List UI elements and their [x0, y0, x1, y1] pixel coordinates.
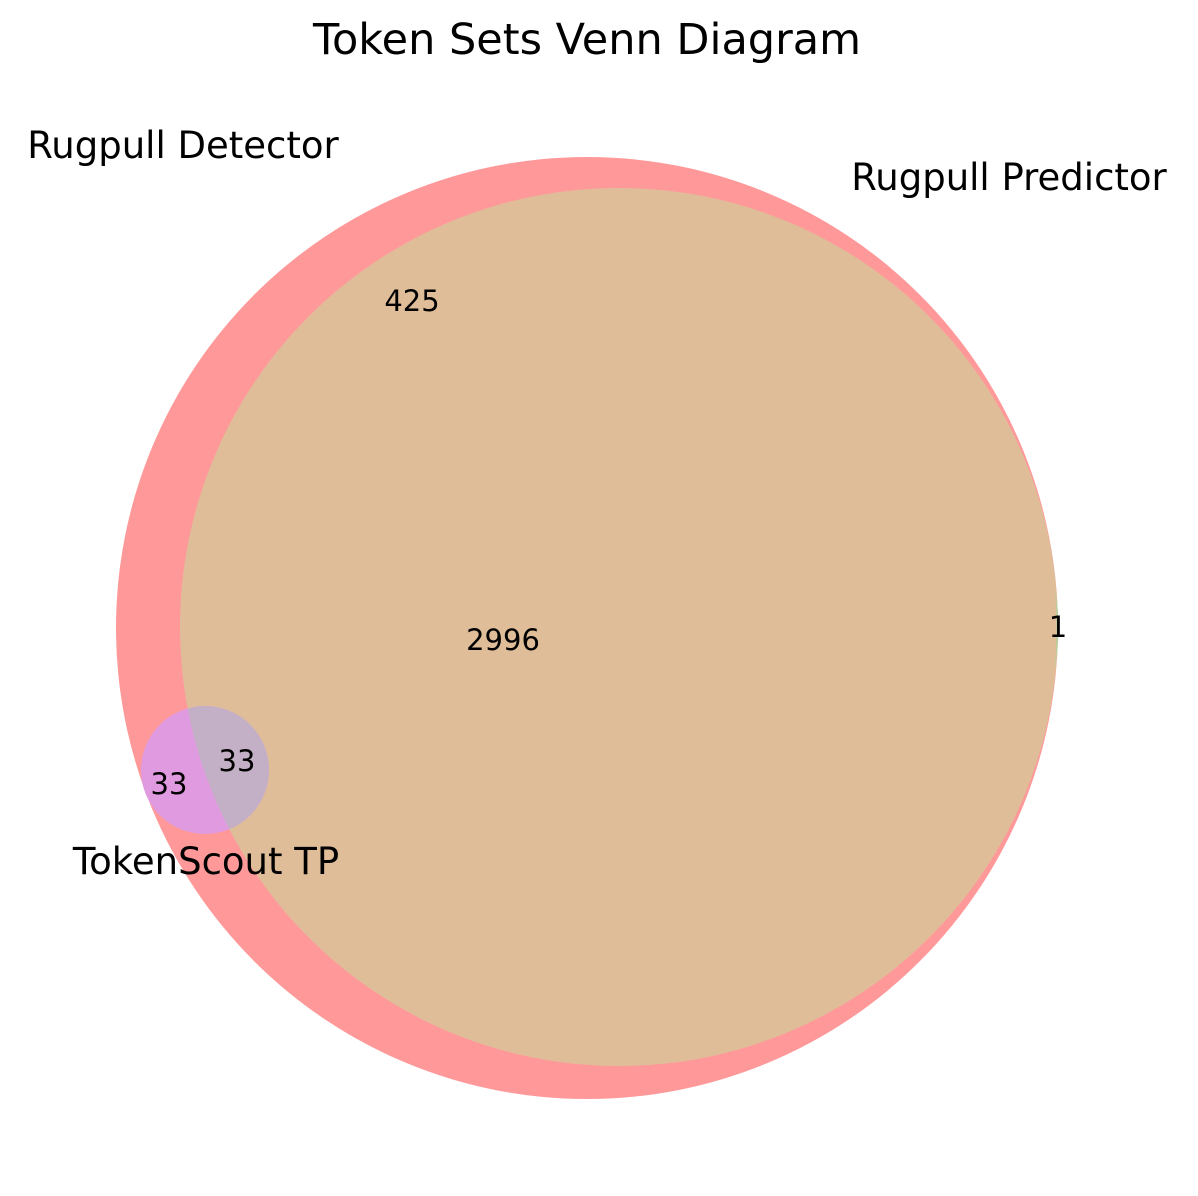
set-label-tokenscout-tp: TokenScout TP [72, 840, 339, 883]
set-label-rugpull-detector: Rugpull Detector [27, 124, 339, 167]
predictor-only-region [1055, 590, 1059, 668]
rugpull-predictor-circle [180, 188, 1058, 1066]
count-tokenscout-all-sets: 33 [219, 744, 256, 778]
count-tokenscout-only: 33 [151, 767, 188, 801]
count-detector-only: 425 [384, 284, 439, 318]
tokenscout-overlap-region [180, 706, 269, 834]
diagram-title: Token Sets Venn Diagram [312, 15, 861, 65]
set-label-rugpull-predictor: Rugpull Predictor [851, 156, 1167, 199]
count-detector-and-predictor: 2996 [466, 623, 540, 657]
count-predictor-only: 1 [1049, 610, 1067, 644]
